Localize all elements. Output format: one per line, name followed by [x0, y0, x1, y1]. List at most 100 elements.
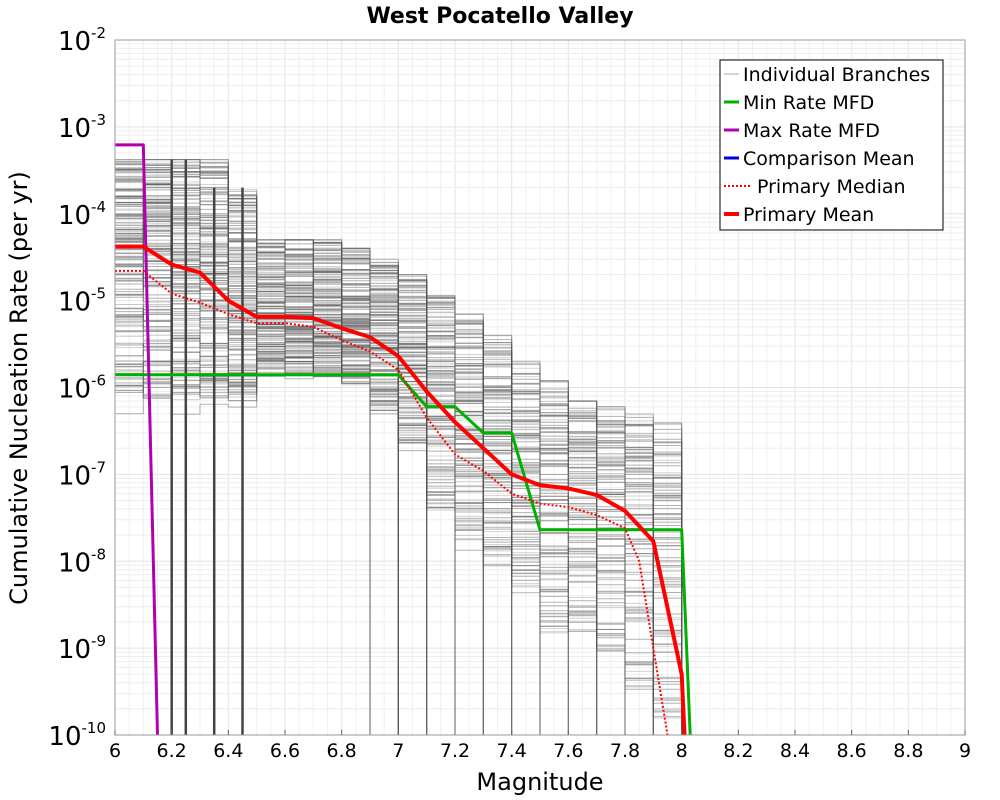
branch-line [115, 240, 654, 735]
branch-line [115, 318, 683, 715]
branch-line [115, 284, 683, 686]
branch-line [115, 195, 683, 580]
x-axis-ticks: 6 6.2 6.4 6.6 6.8 7 7.2 7.4 7.6 7.8 8 8.2 8.4 8.6 8.8 9 [109, 730, 971, 762]
branch-line [115, 195, 683, 557]
branch-line [115, 358, 683, 716]
branch-line [115, 330, 683, 710]
x-tick-label: 6.8 [327, 740, 357, 762]
legend-label: Max Rate MFD [743, 120, 880, 142]
branch-line [115, 196, 683, 579]
branch-line [115, 373, 484, 735]
branch-line [115, 216, 683, 622]
chart-title: West Pocatello Valley [366, 4, 633, 29]
branch-line [115, 311, 683, 705]
branch-line [115, 163, 683, 471]
branch-line [115, 171, 683, 510]
branch-line [115, 171, 683, 497]
branch-line [115, 187, 683, 540]
branch-line [115, 235, 541, 735]
branch-line [115, 315, 683, 705]
x-tick-label: 8.6 [837, 740, 867, 762]
y-axis-label: Cumulative Nucleation Rate (per yr) [5, 171, 33, 605]
branch-line [115, 330, 683, 720]
branch-line [115, 159, 626, 735]
branch-line [115, 205, 683, 735]
branch-line [115, 221, 683, 629]
x-tick-label: 6.2 [157, 740, 187, 762]
branch-line [115, 168, 683, 496]
y-tick-label: 10-5 [58, 285, 106, 318]
branch-line [115, 202, 683, 580]
branch-line [115, 277, 683, 682]
branch-line [115, 177, 541, 735]
branch-line [115, 320, 484, 735]
branch-line [115, 239, 683, 660]
branch-line [115, 190, 683, 536]
branch-line [115, 215, 683, 606]
legend-box [719, 59, 944, 231]
branch-line [115, 304, 569, 735]
y-tick-label: 10-3 [58, 111, 106, 144]
branch-line [115, 201, 683, 571]
branch-line [115, 308, 683, 703]
branch-line [115, 351, 683, 720]
branch-line [115, 215, 683, 614]
y-tick-label: 10-6 [58, 372, 106, 405]
branch-line [115, 235, 683, 629]
branch-line [115, 168, 683, 477]
y-tick-label: 10-9 [58, 632, 106, 665]
branch-line [115, 311, 683, 702]
branch-line [115, 350, 683, 728]
x-axis-label: Magnitude [476, 768, 603, 796]
branch-line [115, 265, 683, 735]
y-tick-label: 10-4 [58, 198, 106, 231]
branch-line [115, 331, 598, 735]
branch-line [115, 265, 683, 695]
branch-line [115, 207, 683, 581]
y-tick-label: 10-7 [58, 458, 106, 491]
branch-line [115, 214, 683, 602]
branch-line [115, 203, 683, 574]
branch-line [115, 280, 569, 735]
legend-label: Min Rate MFD [743, 92, 874, 114]
series-lines [115, 143, 692, 736]
branch-line [115, 323, 683, 693]
branch-line [115, 225, 683, 645]
branch-line [115, 167, 683, 735]
x-tick-label: 8.2 [723, 740, 753, 762]
branch-line [115, 321, 683, 699]
branch-line [115, 206, 513, 735]
x-tick-label: 8 [676, 740, 688, 762]
branch-line [115, 194, 683, 537]
branch-line [115, 213, 683, 599]
branch-line [115, 208, 598, 735]
x-tick-label: 6.6 [270, 740, 300, 762]
branch-line [115, 215, 683, 614]
branch-line [115, 159, 598, 735]
branch-line [115, 340, 654, 735]
branch-line [115, 283, 683, 691]
primary-median-line [115, 269, 669, 736]
branch-line [115, 304, 683, 689]
branch-line [115, 229, 541, 735]
branch-line [115, 342, 626, 735]
y-tick-label: 10-2 [58, 24, 106, 57]
branch-line [115, 296, 683, 686]
branch-line [115, 360, 683, 723]
branch-line [115, 222, 683, 641]
branch-line [115, 163, 683, 471]
branch-line [115, 176, 683, 519]
branch-line [115, 167, 541, 735]
x-tick-label: 7.6 [553, 740, 583, 762]
branch-line [115, 209, 683, 580]
branch-line [115, 269, 484, 735]
branch-line [115, 360, 683, 735]
branch-line [115, 239, 683, 680]
branch-line [115, 177, 654, 735]
legend-label: Comparison Mean [743, 148, 915, 170]
individual-branches [115, 159, 683, 735]
branch-line [115, 230, 513, 735]
branch-line [115, 182, 683, 528]
branch-line [115, 218, 513, 735]
